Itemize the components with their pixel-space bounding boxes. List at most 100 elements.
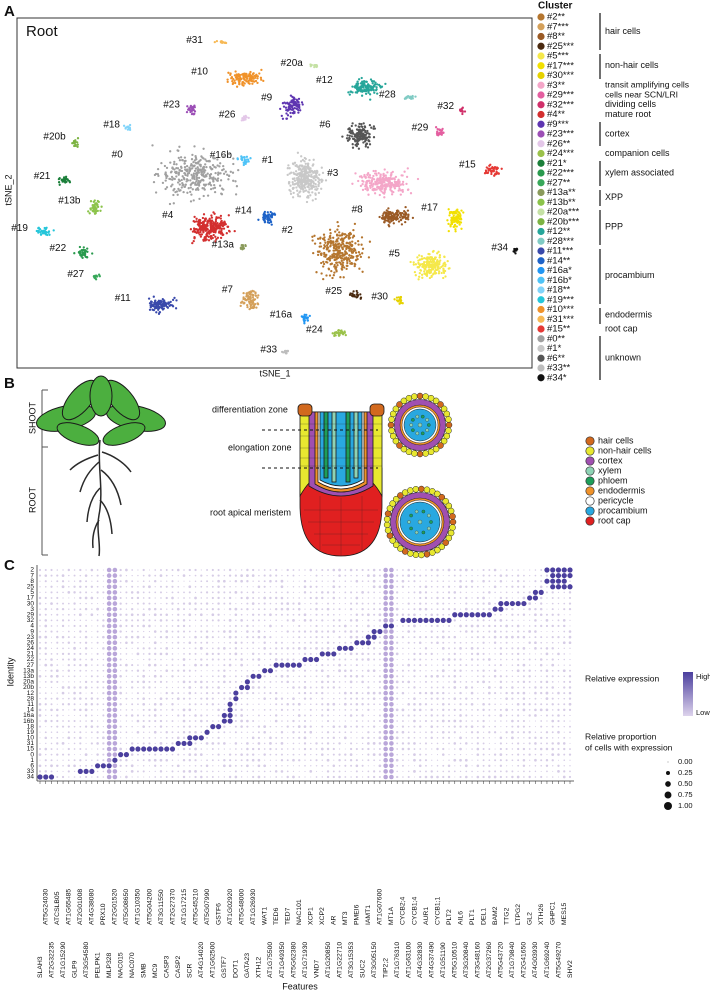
background-dot — [51, 575, 53, 577]
background-dot — [281, 636, 283, 638]
background-dot — [155, 597, 156, 598]
background-dot — [51, 608, 52, 609]
background-dot — [224, 569, 226, 571]
marker-dot — [458, 612, 463, 617]
background-dot — [160, 653, 163, 656]
background-dot — [442, 642, 444, 644]
background-dot — [281, 625, 283, 627]
background-dot — [333, 591, 335, 593]
background-dot — [460, 592, 462, 594]
background-dot — [80, 620, 81, 621]
background-dot — [477, 575, 478, 576]
background-dot — [62, 636, 65, 639]
cell-point — [460, 217, 462, 219]
cell-point — [486, 166, 488, 168]
plant-sketch — [34, 375, 168, 556]
cell-point — [214, 191, 216, 193]
cell-point — [290, 115, 292, 117]
background-dot — [62, 642, 64, 644]
cell-point — [488, 169, 490, 171]
background-dot — [44, 625, 47, 628]
cell-point — [308, 183, 310, 185]
background-dot — [91, 642, 92, 643]
legend-swatch — [537, 208, 544, 215]
cell-point — [357, 255, 359, 257]
cell-point — [425, 272, 427, 274]
background-dot — [379, 603, 381, 605]
background-dot — [200, 619, 202, 621]
background-dot — [506, 614, 507, 615]
background-dot — [149, 614, 150, 615]
cell-point — [439, 254, 441, 256]
cluster-label: #10 — [191, 66, 208, 77]
background-dot — [154, 636, 155, 637]
cell-point — [419, 264, 421, 266]
cell-point — [225, 223, 227, 225]
background-dot — [252, 636, 254, 638]
background-dot — [148, 647, 150, 649]
background-dot — [126, 597, 127, 598]
background-dot — [50, 602, 53, 605]
cluster-label: #14 — [235, 206, 252, 217]
background-dot — [483, 625, 485, 627]
background-dot — [264, 608, 266, 610]
background-dot — [200, 574, 202, 576]
cell-point — [152, 305, 154, 307]
background-dot — [315, 647, 318, 650]
background-dot — [62, 619, 64, 621]
cell-point — [421, 277, 423, 279]
legend-swatch — [537, 52, 544, 59]
background-dot — [154, 641, 157, 644]
background-dot — [39, 647, 41, 649]
background-dot — [315, 625, 317, 627]
background-dot — [477, 586, 479, 588]
background-dot — [252, 614, 254, 616]
cell-point — [182, 159, 184, 161]
vascular-cell — [422, 510, 425, 513]
legend-swatch — [537, 82, 544, 89]
cell-point — [231, 80, 233, 82]
cell-point — [44, 230, 46, 232]
cell-point — [331, 277, 333, 279]
cell-point — [292, 163, 294, 165]
cell-point — [256, 296, 258, 298]
background-dot — [137, 642, 138, 643]
cell-point — [43, 232, 45, 234]
background-dot — [201, 597, 202, 598]
background-dot — [143, 653, 145, 655]
background-dot — [252, 653, 254, 655]
background-dot — [281, 631, 282, 632]
background-dot — [389, 635, 394, 640]
cell-point — [194, 170, 196, 172]
background-dot — [333, 614, 335, 616]
cell-point — [249, 157, 251, 159]
cell-point — [208, 239, 210, 241]
background-dot — [269, 636, 271, 638]
cell-point — [124, 127, 126, 129]
x-axis-label: tSNE_1 — [259, 368, 290, 378]
cell-point — [447, 260, 449, 262]
background-dot — [275, 642, 277, 644]
background-dot — [165, 636, 168, 639]
background-dot — [327, 636, 329, 638]
cell-point — [227, 178, 229, 180]
background-dot — [321, 614, 323, 616]
vascular-cell — [427, 514, 430, 517]
background-dot — [402, 625, 404, 627]
cell-point — [185, 184, 187, 186]
cell-point — [214, 187, 216, 189]
cell-point — [351, 240, 353, 242]
cell-point — [358, 78, 360, 80]
cell-point — [441, 272, 443, 274]
background-dot — [540, 585, 543, 588]
cell-point — [215, 220, 217, 222]
cell-point — [315, 64, 317, 66]
background-dot — [344, 569, 346, 571]
cell-point — [404, 98, 406, 100]
cell-point — [378, 172, 380, 174]
cell-point — [250, 290, 252, 292]
background-dot — [62, 603, 64, 605]
vascular-cell — [421, 415, 424, 418]
background-dot — [569, 608, 571, 610]
cell-point — [407, 209, 409, 211]
